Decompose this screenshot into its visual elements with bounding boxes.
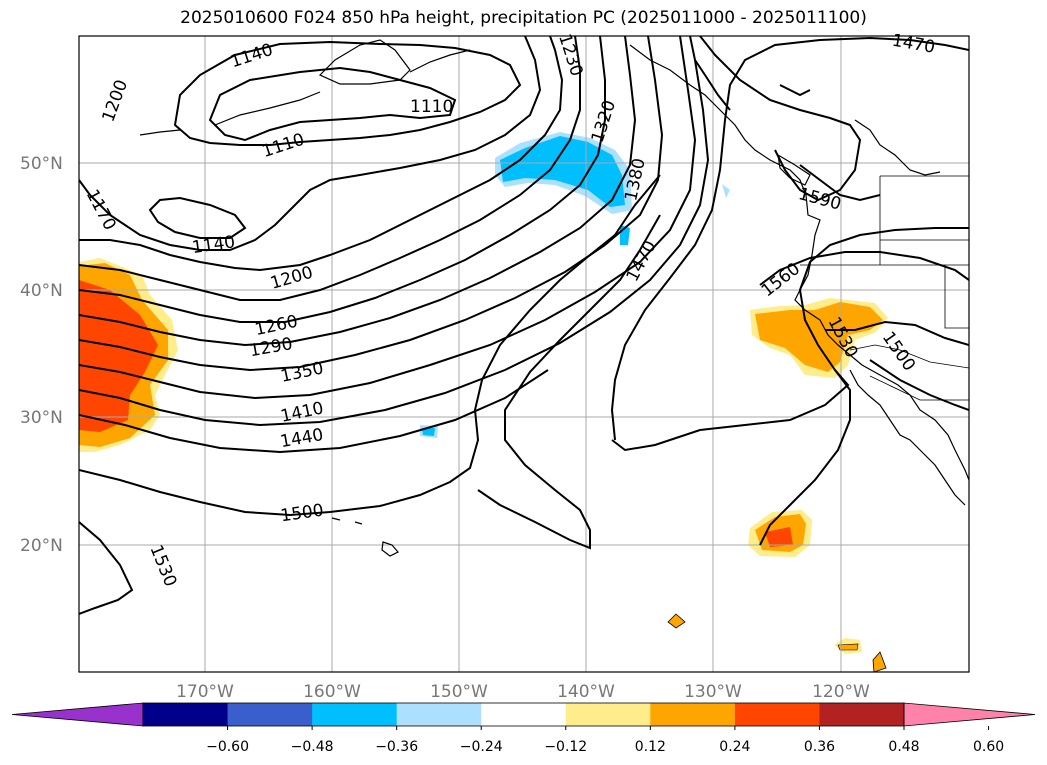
contour-label: 1110 [260, 130, 307, 162]
colorbar-frame [142, 702, 905, 727]
contour-label: 1140 [191, 232, 237, 258]
colorbar-swatch [227, 703, 313, 726]
colorbar-extend-max [903, 702, 1036, 727]
colorbar-swatch [819, 703, 905, 726]
colorbar-tick-label: −0.48 [291, 739, 334, 755]
colorbar-swatch [734, 703, 820, 726]
colorbar-swatch [650, 703, 736, 726]
lat-label: 50°N [20, 154, 63, 174]
lat-label: 20°N [20, 536, 63, 556]
map-title: 2025010600 F024 850 hPa height, precipit… [180, 8, 867, 28]
lon-label: 130°W [684, 682, 742, 702]
lon-label: 120°W [812, 682, 870, 702]
colorbar-swatch [143, 703, 229, 726]
colorbar-tick-label: −0.12 [544, 739, 587, 755]
lon-label: 140°W [557, 682, 615, 702]
contour-label: 1590 [796, 184, 843, 215]
colorbar-tick-label: 0.12 [635, 739, 666, 755]
height-contours [79, 36, 969, 615]
contour-label: 1470 [890, 31, 936, 58]
colorbar-swatch [396, 703, 482, 726]
contour-label: 1140 [228, 40, 275, 72]
contour-label: 1530 [146, 542, 181, 590]
contour-label: 1230 [554, 31, 586, 78]
contour-label: 1350 [279, 358, 325, 387]
colorbar-tick-label: 0.36 [804, 739, 835, 755]
colorbar-swatch [312, 703, 398, 726]
lon-label: 170°W [176, 682, 234, 702]
colorbar-swatch [481, 703, 567, 726]
contour-label: 1320 [588, 98, 620, 145]
colorbar-tick-label: −0.60 [206, 739, 249, 755]
contour-label: 1290 [248, 334, 294, 361]
contour-label: 1110 [410, 97, 453, 117]
lon-label: 160°W [303, 682, 361, 702]
longitude-labels: 170°W 160°W 150°W 140°W 130°W 120°W [176, 682, 870, 702]
contour-label: 1500 [279, 501, 325, 527]
precip-shading [79, 132, 888, 672]
contour-label: 1440 [279, 425, 325, 452]
contour-label: 1500 [878, 328, 919, 375]
map-frame [78, 35, 970, 673]
contour-label: 1170 [82, 186, 120, 234]
latitude-labels: 50°N 40°N 30°N 20°N [20, 154, 63, 556]
lat-label: 30°N [20, 408, 63, 428]
colorbar-tick-label: 0.60 [973, 739, 1004, 755]
colorbar-tick-label: 0.48 [888, 739, 919, 755]
colorbar-extend-min [11, 702, 144, 727]
colorbar-tick-label: −0.24 [460, 739, 503, 755]
lat-label: 40°N [20, 281, 63, 301]
graticule [79, 36, 969, 672]
colorbar-tick-label: −0.36 [375, 739, 418, 755]
colorbar-swatch [565, 703, 651, 726]
colorbar-tick-label: 0.24 [719, 739, 750, 755]
lon-label: 150°W [430, 682, 488, 702]
contour-label: 1200 [99, 77, 133, 124]
colorbar: −0.60 −0.48 −0.36 −0.24 −0.12 0.12 0.24 0.36 0.4… [11, 702, 1036, 755]
contour-label: 1470 [623, 237, 661, 285]
coastlines [139, 39, 969, 557]
